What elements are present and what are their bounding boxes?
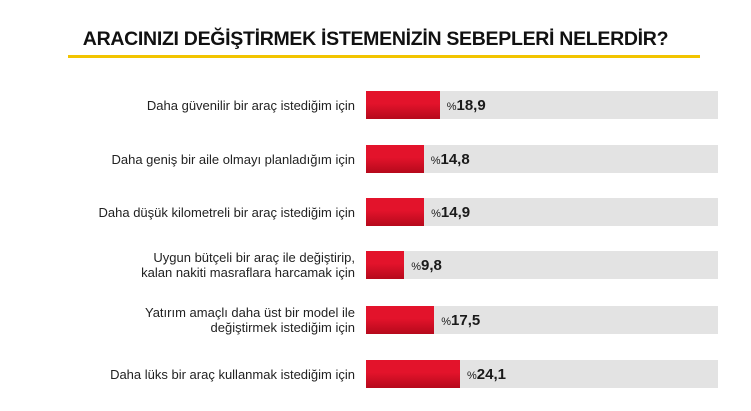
bar (366, 306, 435, 334)
value-label: %18,9 (447, 97, 486, 114)
value-label: %14,9 (431, 204, 470, 221)
value-number: 17,5 (451, 312, 481, 329)
value-prefix: % (441, 316, 452, 328)
bar (366, 198, 425, 226)
category-label: Daha güvenilir bir araç istediğim için (146, 97, 355, 113)
category-label: Daha lüks bir araç kullanmak istediğim i… (110, 366, 355, 382)
value-label: %9,8 (411, 257, 442, 274)
value-number: 18,9 (456, 97, 486, 114)
value-label: %17,5 (441, 312, 480, 329)
value-number: 14,9 (440, 204, 471, 221)
category-label: Daha geniş bir aile olmayı planladığım i… (111, 151, 355, 167)
value-prefix: % (411, 261, 421, 273)
category-label: Uygun bütçeli bir araç ile değiştirip, k… (141, 250, 355, 280)
bar (366, 91, 440, 119)
title-underline (68, 55, 700, 58)
value-number: 24,1 (476, 366, 506, 383)
bar-track (366, 145, 718, 173)
value-number: 9,8 (421, 257, 442, 274)
value-label: %24,1 (467, 366, 506, 383)
bar (366, 360, 460, 388)
chart-title: ARACINIZI DEĞİŞTİRMEK İSTEMENİZİN SEBEPL… (82, 28, 669, 50)
bar-track (366, 198, 718, 226)
category-label: Daha düşük kilometreli bir araç istediği… (98, 204, 356, 220)
bar-track (366, 251, 718, 279)
value-prefix: % (430, 155, 441, 167)
value-prefix: % (446, 101, 457, 113)
value-label: %14,8 (431, 151, 470, 168)
category-label: Yatırım amaçlı daha üst bir model ile de… (144, 305, 355, 335)
bar (366, 251, 405, 279)
value-prefix: % (431, 208, 441, 220)
value-prefix: % (466, 370, 477, 382)
bar (366, 145, 424, 173)
value-number: 14,8 (440, 151, 470, 168)
